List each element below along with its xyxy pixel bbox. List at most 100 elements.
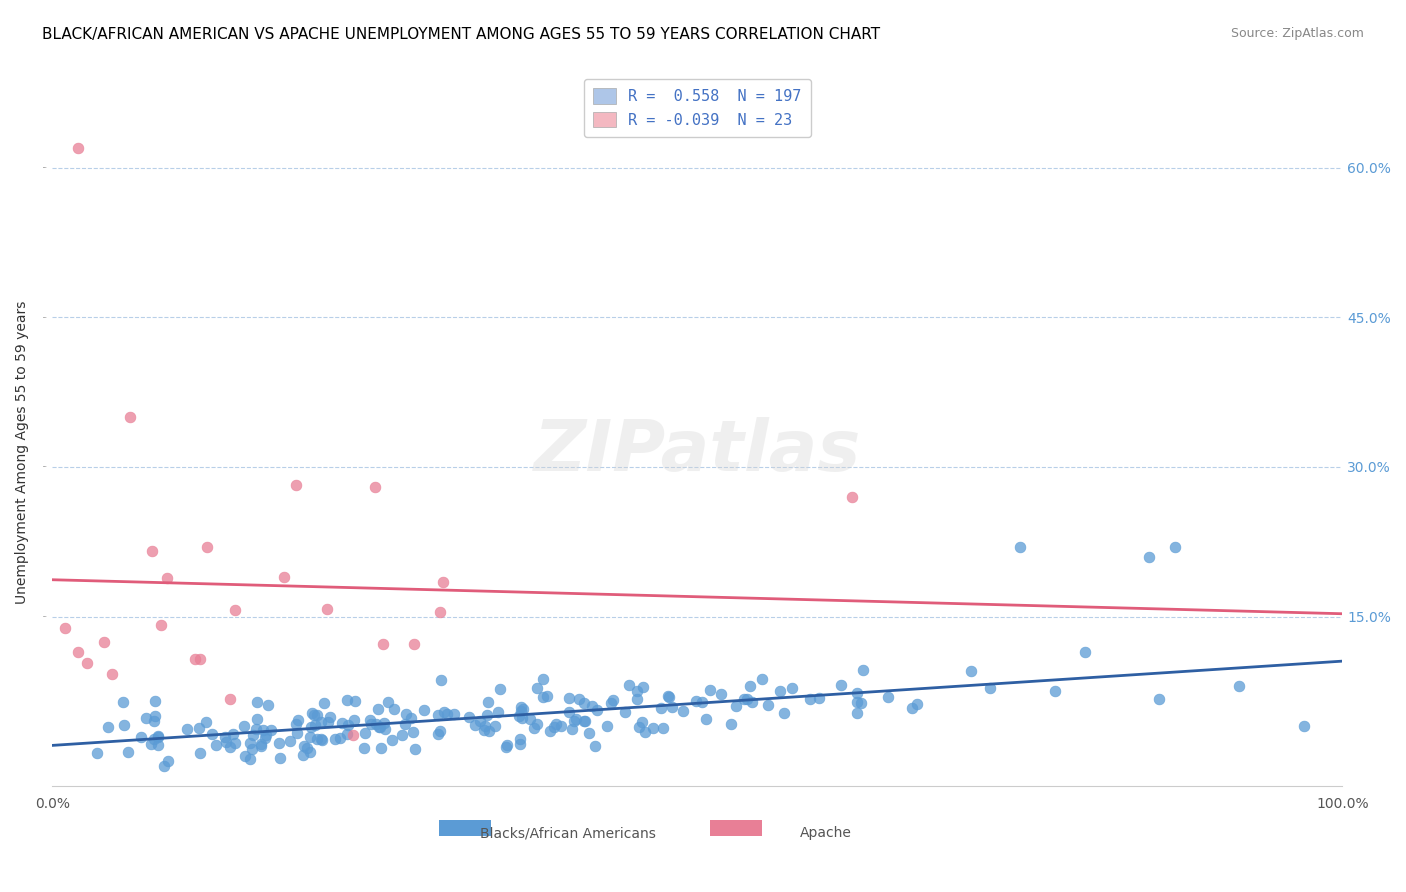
Point	[710, 687, 733, 701]
Point	[233, 719, 256, 733]
Point	[1227, 679, 1250, 693]
Point	[905, 698, 928, 712]
Point	[245, 722, 267, 736]
Point	[672, 704, 695, 718]
Point	[330, 716, 353, 731]
Point	[562, 714, 585, 729]
Point	[195, 540, 218, 554]
Point	[112, 718, 135, 732]
Point	[602, 693, 624, 707]
Point	[841, 490, 863, 504]
Point	[510, 710, 533, 724]
Point	[846, 685, 869, 699]
Point	[402, 725, 425, 739]
Point	[149, 618, 172, 632]
Point	[156, 755, 179, 769]
Point	[626, 691, 648, 706]
Point	[329, 731, 352, 745]
Legend: R =  0.558  N = 197, R = -0.039  N = 23: R = 0.558 N = 197, R = -0.039 N = 23	[583, 78, 811, 136]
Point	[86, 746, 108, 760]
Point	[146, 738, 169, 752]
Point	[201, 727, 224, 741]
Point	[427, 707, 450, 722]
Point	[477, 695, 499, 709]
Point	[464, 718, 486, 732]
Point	[695, 712, 717, 726]
Point	[112, 695, 135, 709]
Point	[242, 728, 264, 742]
Point	[472, 723, 495, 737]
Point	[544, 717, 567, 731]
Point	[343, 714, 366, 728]
Point	[652, 722, 675, 736]
Point	[846, 695, 869, 709]
FancyBboxPatch shape	[439, 820, 491, 836]
Point	[285, 717, 308, 731]
Point	[285, 478, 308, 492]
Point	[377, 695, 399, 709]
Point	[323, 731, 346, 746]
Point	[633, 724, 655, 739]
Point	[117, 745, 139, 759]
Point	[307, 707, 329, 722]
Point	[626, 684, 648, 698]
Point	[184, 651, 207, 665]
Point	[318, 715, 340, 730]
Point	[311, 715, 333, 730]
Point	[429, 724, 451, 739]
Point	[224, 603, 246, 617]
Point	[1292, 719, 1315, 733]
Point	[429, 605, 451, 619]
Point	[360, 716, 382, 731]
Point	[142, 714, 165, 728]
Point	[738, 679, 761, 693]
Point	[477, 723, 499, 738]
Point	[316, 602, 339, 616]
Point	[433, 705, 456, 719]
Point	[650, 700, 672, 714]
Point	[239, 752, 262, 766]
Point	[287, 713, 309, 727]
Point	[343, 693, 366, 707]
Point	[436, 706, 458, 721]
Point	[215, 735, 238, 749]
Point	[512, 701, 534, 715]
Point	[298, 731, 321, 745]
Point	[219, 692, 242, 706]
Point	[509, 738, 531, 752]
Point	[484, 719, 506, 733]
Point	[799, 692, 821, 706]
Point	[426, 727, 449, 741]
Point	[188, 747, 211, 761]
Point	[536, 690, 558, 704]
Point	[382, 702, 405, 716]
Point	[557, 690, 579, 705]
Point	[443, 707, 465, 722]
Point	[246, 695, 269, 709]
Point	[583, 739, 606, 753]
Point	[657, 690, 679, 704]
Point	[304, 718, 326, 732]
Point	[807, 691, 830, 706]
Point	[299, 745, 322, 759]
Point	[373, 715, 395, 730]
Point	[1008, 540, 1031, 554]
Point	[641, 721, 664, 735]
Point	[780, 681, 803, 696]
Point	[526, 681, 548, 695]
Point	[599, 697, 621, 711]
Point	[256, 698, 278, 712]
Point	[568, 692, 591, 706]
Point	[139, 737, 162, 751]
Point	[596, 719, 619, 733]
Point	[252, 723, 274, 737]
Point	[381, 732, 404, 747]
Point	[304, 707, 326, 722]
Point	[412, 703, 434, 717]
Point	[852, 663, 875, 677]
Point	[224, 736, 246, 750]
Point	[519, 713, 541, 727]
Point	[129, 730, 152, 744]
Point	[391, 728, 413, 742]
Point	[101, 667, 124, 681]
